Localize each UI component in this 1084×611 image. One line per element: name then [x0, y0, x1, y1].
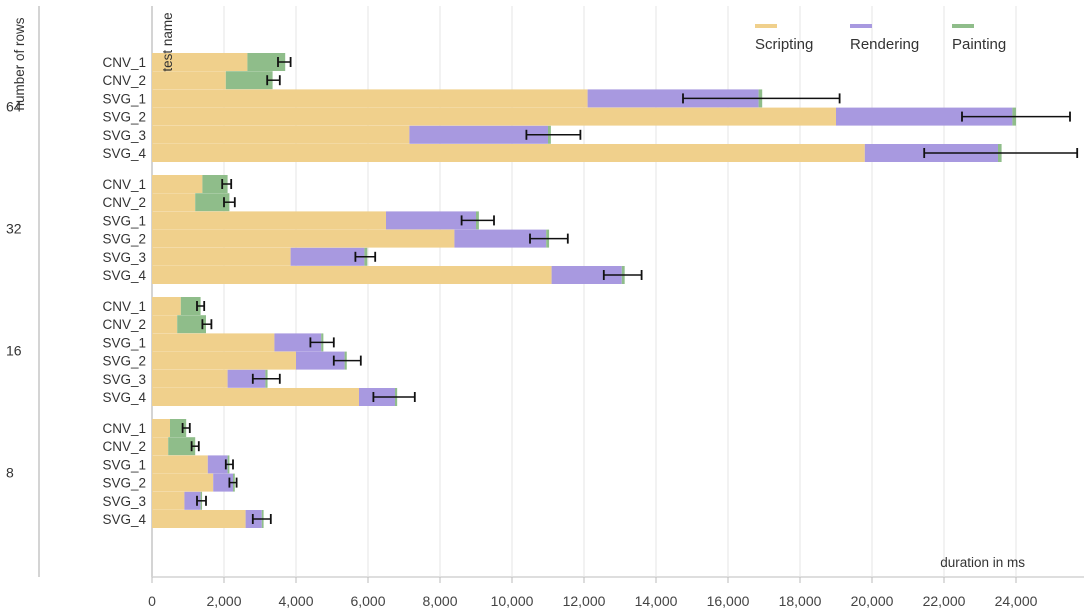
group-label: 8	[6, 465, 14, 481]
bar-segment-scripting	[152, 71, 226, 90]
bar-segment-scripting	[152, 211, 386, 230]
bar-label: SVG_3	[102, 250, 146, 265]
bar-label: CNV_2	[102, 195, 146, 210]
bar-label: SVG_2	[102, 354, 146, 369]
bar-label: CNV_1	[102, 299, 146, 314]
bar-segment-painting	[177, 315, 206, 334]
group-label: 16	[6, 343, 22, 359]
bar-segment-rendering	[836, 107, 1013, 126]
group-label: 32	[6, 221, 22, 237]
legend-swatch-rendering	[850, 24, 872, 28]
x-tick-label: 12,000	[563, 593, 606, 609]
bar-label: SVG_4	[102, 390, 146, 405]
legend-label-scripting: Scripting	[755, 36, 813, 53]
bar-segment-rendering	[213, 473, 233, 492]
bar-segment-scripting	[152, 351, 296, 370]
bar-segment-rendering	[207, 455, 228, 474]
bar-segment-painting	[247, 53, 286, 71]
bar-segment-painting	[180, 297, 201, 315]
bar-label: SVG_2	[102, 476, 146, 491]
x-tick-label: 20,000	[851, 593, 894, 609]
bar-label: CNV_1	[102, 421, 146, 436]
legend-label-painting: Painting	[952, 36, 1006, 53]
legend: Scripting Rendering Painting	[755, 24, 1006, 53]
bar-segment-scripting	[152, 53, 248, 71]
bar-label: SVG_1	[102, 213, 146, 228]
bar-segment-scripting	[152, 473, 214, 492]
bar-labels: CNV_1 CNV_2 SVG_1 SVG_2 SVG_3 SVG_4 CNV_1 CNV_2…	[102, 55, 146, 527]
bar-segment-scripting	[152, 388, 359, 406]
bar-label: CNV_1	[102, 55, 146, 70]
bar-segment-scripting	[152, 229, 455, 248]
bar-segment-scripting	[152, 419, 170, 437]
error-bars	[181, 57, 1079, 524]
bar-label: CNV_2	[102, 73, 146, 88]
group-label: 64	[6, 99, 22, 115]
x-tick-label: 4,000	[278, 593, 313, 609]
bar-label: CNV_2	[102, 317, 146, 332]
inner-y-axis-title: test name	[160, 12, 175, 71]
bar-segment-painting	[195, 193, 230, 212]
bar-segment-scripting	[152, 89, 588, 108]
bar-segment-scripting	[152, 193, 196, 212]
bar-label: SVG_3	[102, 128, 146, 143]
bar-segment-scripting	[152, 266, 552, 284]
x-tick-label: 14,000	[635, 593, 678, 609]
bar-segment-painting	[225, 71, 273, 90]
x-tick-label: 10,000	[491, 593, 534, 609]
outer-y-axis-title: number of rows	[12, 17, 27, 110]
bar-label: SVG_2	[102, 232, 146, 247]
bar-label: SVG_4	[102, 268, 146, 283]
legend-swatch-painting	[952, 24, 974, 28]
bar-label: SVG_1	[102, 457, 146, 472]
bar-label: SVG_4	[102, 512, 146, 527]
bar-label: CNV_1	[102, 177, 146, 192]
bar-segment-rendering	[587, 89, 759, 108]
bar-label: SVG_1	[102, 335, 146, 350]
bar-segment-rendering	[409, 125, 548, 144]
legend-label-rendering: Rendering	[850, 36, 919, 53]
bar-segment-scripting	[152, 297, 181, 315]
bar-segment-rendering	[386, 211, 476, 230]
bar-segment-rendering	[227, 369, 266, 388]
bar-segment-rendering	[296, 351, 345, 370]
bar-label: SVG_3	[102, 494, 146, 509]
group-labels: 64 32 16 8	[6, 99, 22, 481]
bar-segment-scripting	[152, 510, 246, 528]
bar-segment-scripting	[152, 247, 291, 266]
x-tick-label: 6,000	[350, 593, 385, 609]
bar-label: SVG_3	[102, 372, 146, 387]
bar-segment-scripting	[152, 144, 865, 162]
bar-segment-scripting	[152, 175, 203, 193]
bar-segment-rendering	[290, 247, 365, 266]
bar-label: SVG_1	[102, 91, 146, 106]
bar-label: SVG_4	[102, 146, 146, 161]
legend-swatch-scripting	[755, 24, 777, 28]
bar-segment-rendering	[454, 229, 547, 248]
x-tick-label: 0	[148, 593, 156, 609]
bar-label: SVG_2	[102, 110, 146, 125]
bars	[152, 53, 1016, 528]
bar-segment-painting	[202, 175, 228, 193]
x-tick-label: 8,000	[422, 593, 457, 609]
x-tick-label: 24,000	[995, 593, 1038, 609]
bar-segment-scripting	[152, 455, 208, 474]
bar-segment-scripting	[152, 491, 185, 510]
bar-segment-scripting	[152, 315, 178, 334]
x-axis-title: duration in ms	[940, 555, 1025, 570]
bar-label: CNV_2	[102, 439, 146, 454]
bar-segment-scripting	[152, 107, 836, 126]
x-axis-ticks: 0 2,000 4,000 6,000 8,000 10,000 12,000 14,000 1…	[148, 577, 1038, 609]
x-tick-label: 22,000	[923, 593, 966, 609]
x-tick-label: 2,000	[206, 593, 241, 609]
bar-segment-scripting	[152, 369, 228, 388]
bar-segment-scripting	[152, 125, 410, 144]
x-tick-label: 16,000	[707, 593, 750, 609]
bar-segment-scripting	[152, 333, 275, 352]
bar-segment-painting	[168, 437, 196, 456]
bar-segment-scripting	[152, 437, 169, 456]
x-tick-label: 18,000	[779, 593, 822, 609]
